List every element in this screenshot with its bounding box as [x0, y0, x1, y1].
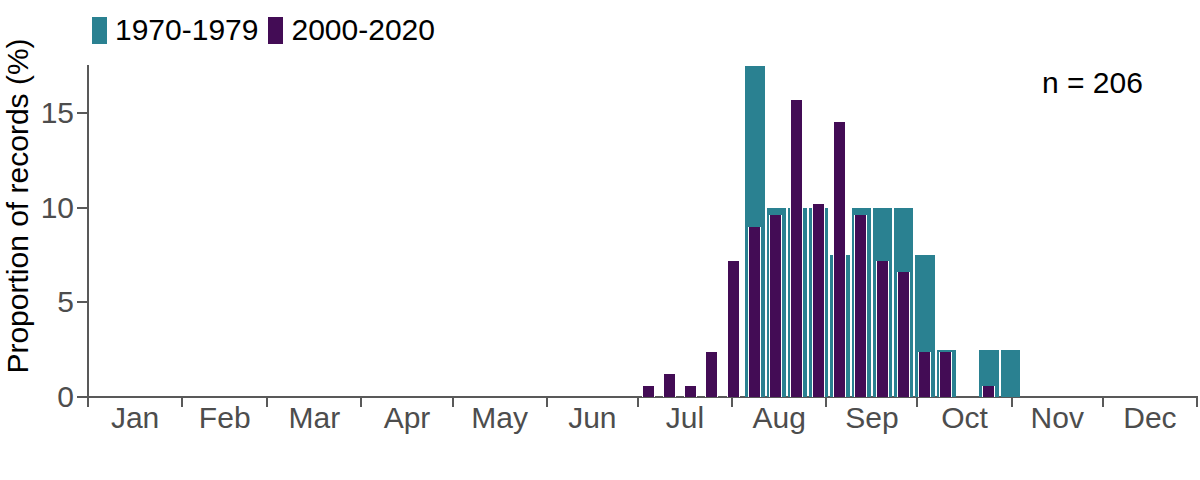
x-axis-tick [452, 398, 454, 407]
x-axis-tick [731, 398, 733, 407]
x-axis-label-aug: Aug [753, 403, 806, 433]
x-axis-label-jun: Jun [568, 403, 616, 433]
x-axis-label-dec: Dec [1123, 403, 1176, 433]
bar-2000-2020-week-1 [642, 386, 655, 397]
x-axis-tick [916, 398, 918, 407]
x-axis-label-may: May [471, 403, 528, 433]
y-axis-label-15: 15 [0, 98, 74, 128]
x-axis-label-jul: Jul [666, 403, 704, 433]
x-axis-label-jan: Jan [111, 403, 159, 433]
y-axis-label-10: 10 [0, 193, 74, 223]
y-axis-tick [77, 207, 87, 209]
y-axis-label-0: 0 [0, 382, 74, 412]
x-axis-label-apr: Apr [384, 403, 431, 433]
legend-swatch-purple [268, 17, 283, 44]
sample-size-annotation: n = 206 [1042, 66, 1143, 100]
bar-2000-2020-week-10 [833, 122, 846, 397]
bar-2000-2020-week-6 [748, 227, 761, 397]
y-axis-line [87, 65, 89, 399]
x-axis-tick [1102, 398, 1104, 407]
bar-2000-2020-week-5 [727, 261, 740, 397]
y-axis-label-5: 5 [0, 287, 74, 317]
legend-item-1970-1979: 1970-1979 [92, 15, 258, 45]
bar-2000-2020-week-12 [876, 261, 889, 397]
x-axis-tick [546, 398, 548, 407]
x-axis-tick [1196, 398, 1198, 407]
bar-2000-2020-week-15 [939, 352, 952, 397]
x-axis-tick [181, 398, 183, 407]
x-axis-tick [637, 398, 639, 407]
x-axis-tick [360, 398, 362, 407]
bar-2000-2020-week-11 [854, 215, 867, 397]
x-axis-tick [266, 398, 268, 407]
legend-item-2000-2020: 2000-2020 [268, 15, 434, 45]
bar-2000-2020-week-8 [790, 100, 803, 397]
bar-1970-1979-week-18 [1001, 350, 1020, 397]
legend-label-2000-2020: 2000-2020 [291, 15, 434, 45]
y-axis-tick [77, 396, 87, 398]
y-axis-tick [77, 301, 87, 303]
y-axis-tick [77, 112, 87, 114]
x-axis-tick [87, 398, 89, 407]
x-axis-label-nov: Nov [1031, 403, 1084, 433]
bar-2000-2020-week-2 [663, 374, 676, 397]
bar-2000-2020-week-17 [982, 386, 995, 397]
x-axis-label-sep: Sep [845, 403, 898, 433]
x-axis-label-feb: Feb [199, 403, 251, 433]
chart: 1970-1979 2000-2020 Proportion of record… [0, 0, 1200, 480]
legend-swatch-teal [92, 17, 107, 44]
legend-label-1970-1979: 1970-1979 [115, 15, 258, 45]
bar-2000-2020-week-9 [812, 204, 825, 397]
bar-2000-2020-week-13 [897, 272, 910, 397]
x-axis-tick [1011, 398, 1013, 407]
bar-2000-2020-week-3 [684, 386, 697, 397]
bar-2000-2020-week-14 [918, 352, 931, 397]
bar-2000-2020-week-7 [769, 215, 782, 397]
legend: 1970-1979 2000-2020 [92, 15, 435, 45]
x-axis-label-oct: Oct [941, 403, 988, 433]
x-axis-tick [825, 398, 827, 407]
bar-2000-2020-week-4 [705, 352, 718, 397]
x-axis-label-mar: Mar [289, 403, 341, 433]
